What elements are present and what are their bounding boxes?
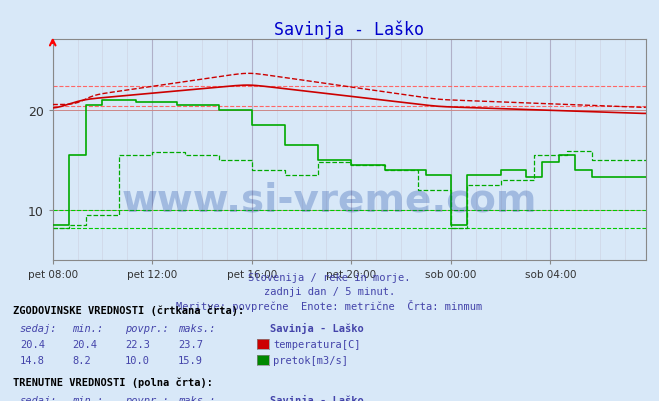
Text: TRENUTNE VREDNOSTI (polna črta):: TRENUTNE VREDNOSTI (polna črta):	[13, 377, 213, 387]
Text: Meritve: povprečne  Enote: metrične  Črta: minmum: Meritve: povprečne Enote: metrične Črta:…	[177, 299, 482, 311]
Text: povpr.:: povpr.:	[125, 323, 169, 333]
Text: 22.3: 22.3	[125, 339, 150, 349]
Text: zadnji dan / 5 minut.: zadnji dan / 5 minut.	[264, 287, 395, 297]
Text: www.si-vreme.com: www.si-vreme.com	[122, 182, 537, 219]
Text: povpr.:: povpr.:	[125, 395, 169, 401]
Text: 8.2: 8.2	[72, 355, 91, 365]
Text: Savinja - Laško: Savinja - Laško	[270, 394, 364, 401]
Text: 20.4: 20.4	[20, 339, 45, 349]
Text: maks.:: maks.:	[178, 395, 215, 401]
Title: Savinja - Laško: Savinja - Laško	[274, 20, 424, 38]
Text: 10.0: 10.0	[125, 355, 150, 365]
Text: Savinja - Laško: Savinja - Laško	[270, 322, 364, 333]
Text: sedaj:: sedaj:	[20, 395, 57, 401]
Text: sedaj:: sedaj:	[20, 323, 57, 333]
Text: Slovenija / reke in morje.: Slovenija / reke in morje.	[248, 273, 411, 283]
Text: min.:: min.:	[72, 323, 103, 333]
Text: maks.:: maks.:	[178, 323, 215, 333]
Text: 20.4: 20.4	[72, 339, 98, 349]
Text: ZGODOVINSKE VREDNOSTI (črtkana črta):: ZGODOVINSKE VREDNOSTI (črtkana črta):	[13, 304, 244, 315]
Text: 14.8: 14.8	[20, 355, 45, 365]
Text: min.:: min.:	[72, 395, 103, 401]
Text: temperatura[C]: temperatura[C]	[273, 339, 361, 349]
Text: 15.9: 15.9	[178, 355, 203, 365]
Text: pretok[m3/s]: pretok[m3/s]	[273, 355, 349, 365]
Text: 23.7: 23.7	[178, 339, 203, 349]
